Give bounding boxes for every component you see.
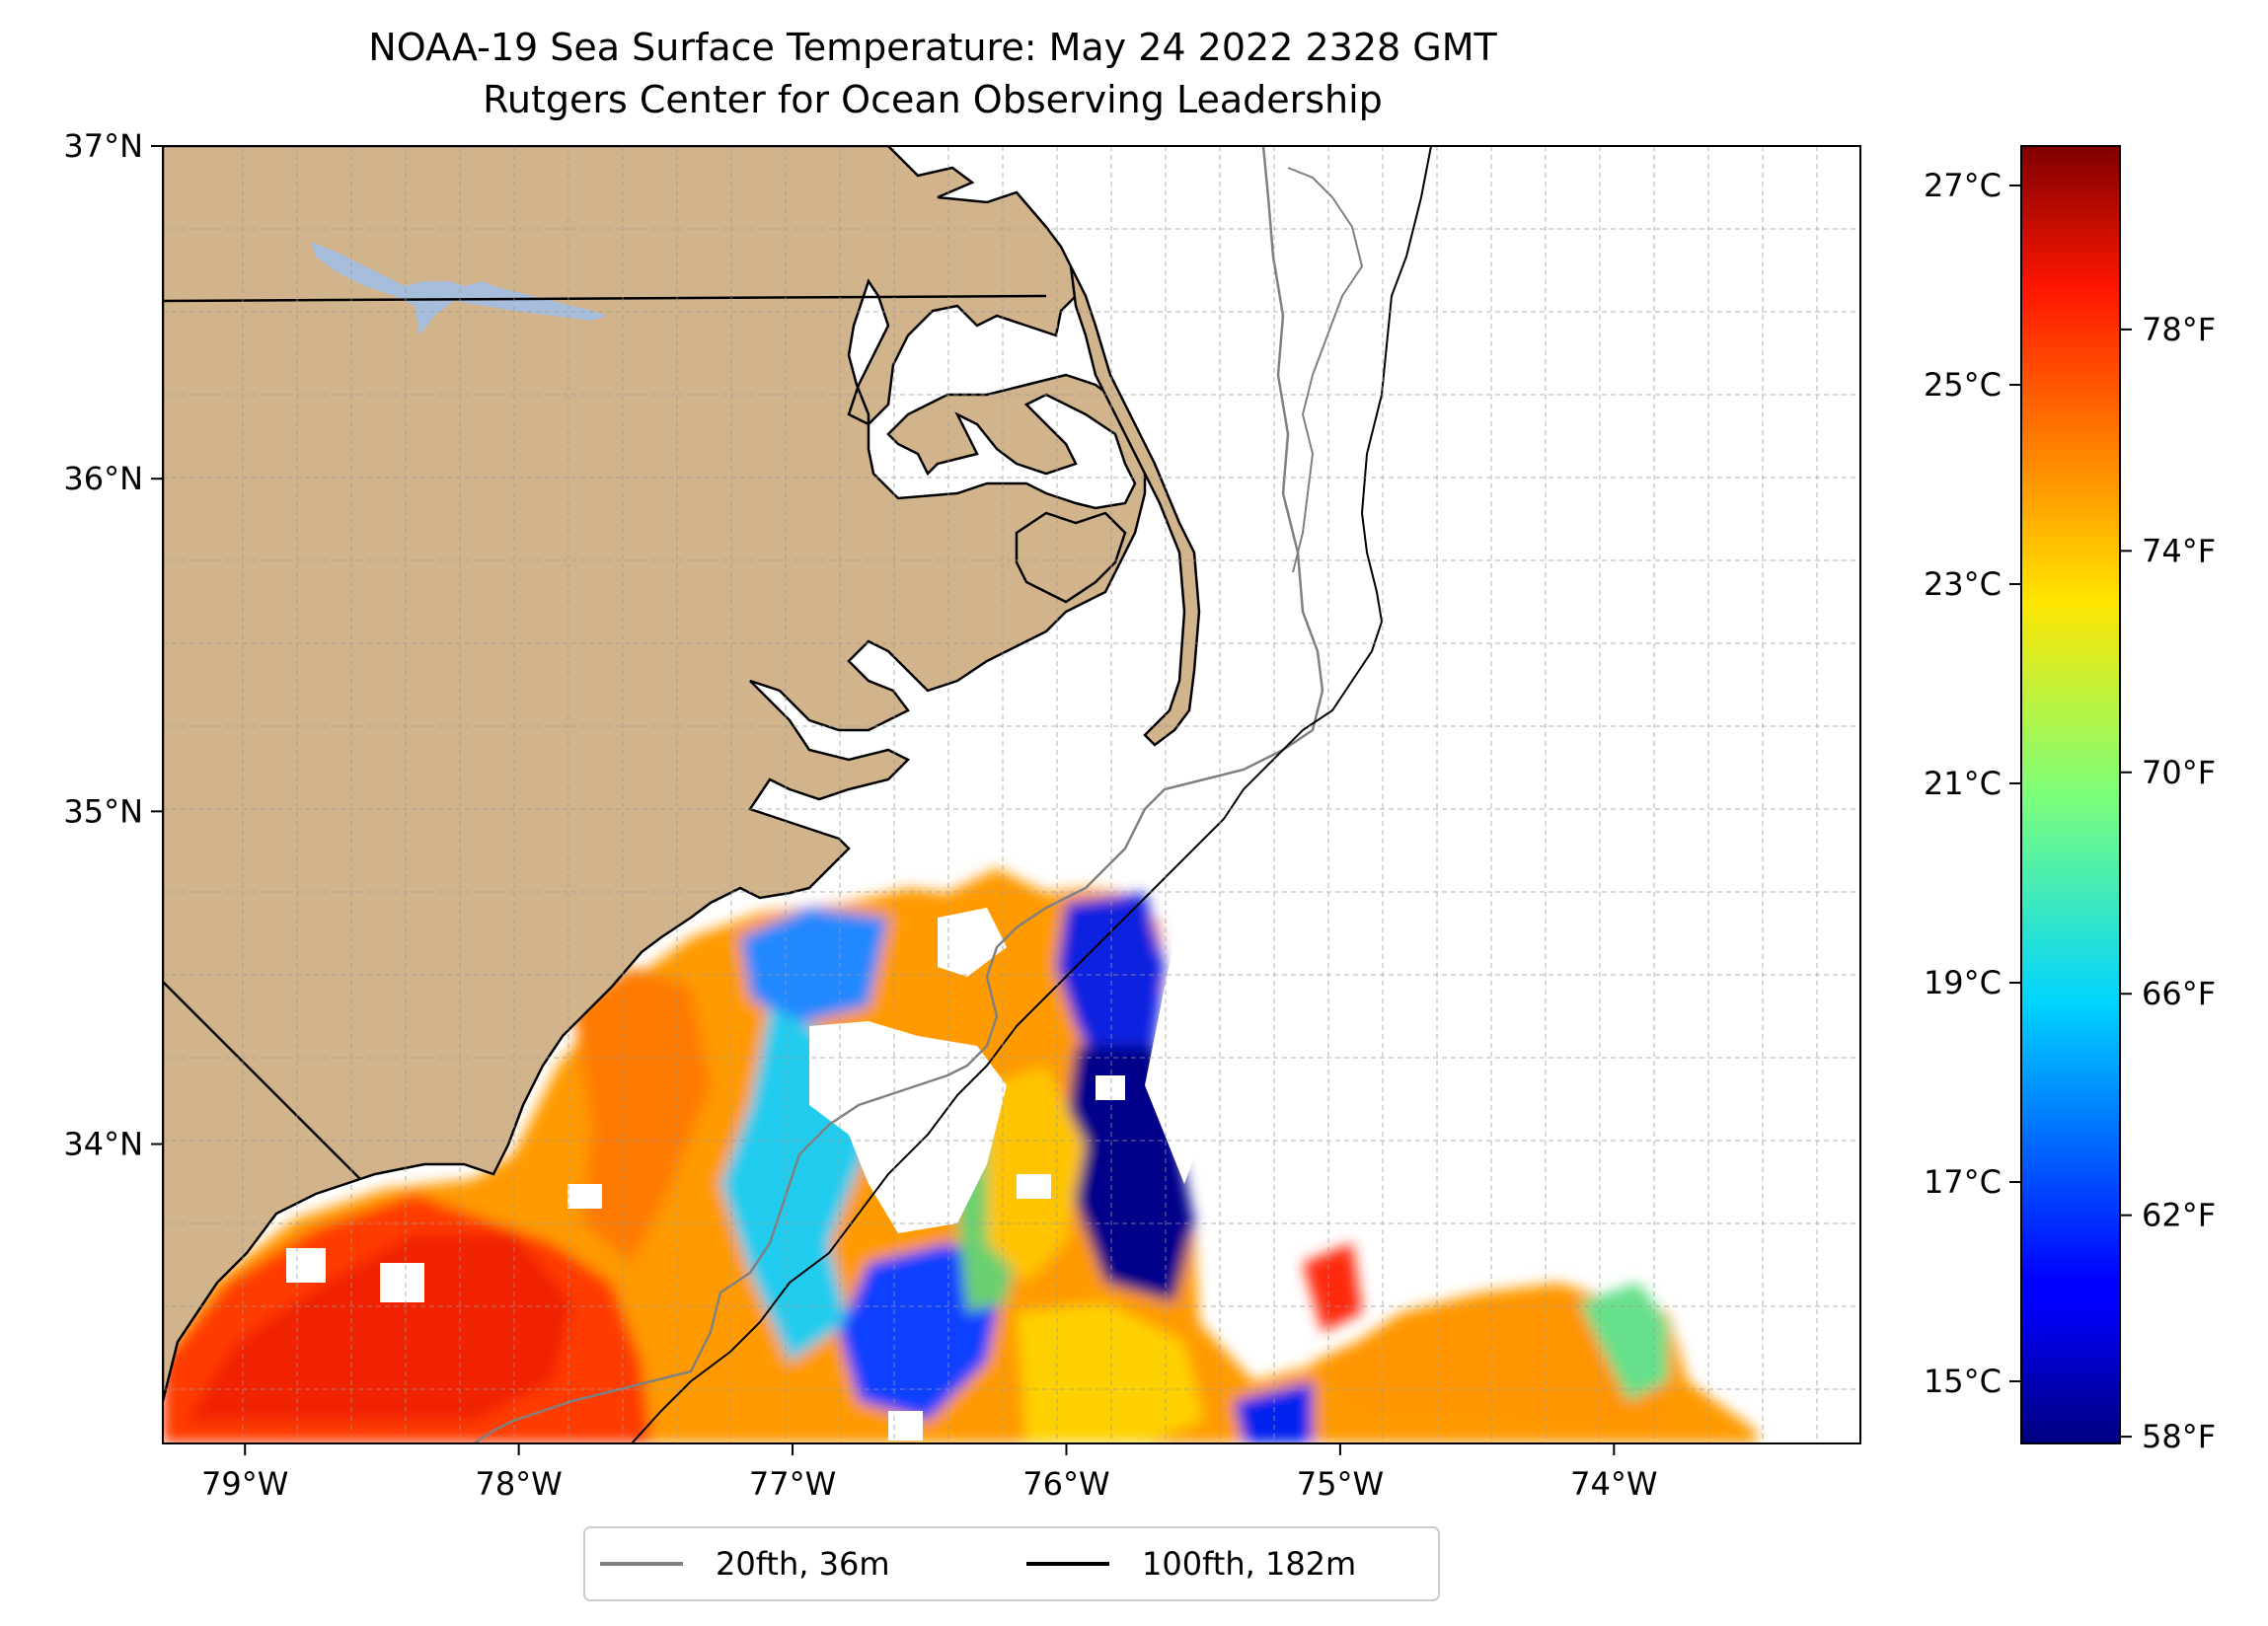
f-tick-label: 70°F — [2142, 754, 2216, 791]
isobath-20fth-shoals — [1287, 167, 1364, 573]
f-tick-label: 74°F — [2142, 532, 2216, 569]
c-tick-label: 25°C — [1924, 366, 2002, 404]
legend: 20fth, 36m 100fth, 182m — [583, 1526, 1440, 1601]
colorbar-fahrenheit-axis: 78°F 74°F 70°F 66°F 62°F 58°F — [2120, 311, 2216, 1455]
c-tick-label: 21°C — [1924, 765, 2002, 802]
x-tick-label: 76°W — [1022, 1465, 1109, 1503]
isobath-20fth — [473, 146, 1324, 1443]
x-tick-label: 78°W — [475, 1465, 562, 1503]
x-tick-label: 77°W — [749, 1465, 836, 1503]
colorbar: 27°C 25°C 23°C 21°C 19°C 17°C 15°C 78°F 74°F 70°… — [1924, 145, 2216, 1455]
y-tick-label: 37°N — [63, 127, 143, 165]
c-tick-label: 27°C — [1924, 167, 2002, 204]
c-tick-label: 15°C — [1924, 1363, 2002, 1400]
y-tick-label: 35°N — [63, 792, 143, 830]
state-border-va-nc — [163, 294, 1047, 303]
x-tick-label: 75°W — [1297, 1465, 1384, 1503]
y-tick-label: 36°N — [63, 460, 143, 497]
legend-label-100fth: 100fth, 182m — [1142, 1545, 1356, 1583]
c-tick-label: 17°C — [1924, 1163, 2002, 1201]
map-area: 79°W 78°W 77°W 76°W 75°W 74°W 37°N 36°N 35°N 34°… — [63, 127, 1861, 1503]
c-tick-label: 19°C — [1924, 964, 2002, 1001]
title-line2: Rutgers Center for Ocean Observing Leade… — [483, 78, 1383, 121]
x-axis: 79°W 78°W 77°W 76°W 75°W 74°W — [201, 1443, 1658, 1503]
x-tick-label: 74°W — [1570, 1465, 1657, 1503]
f-tick-label: 58°F — [2142, 1418, 2216, 1455]
map-frame — [162, 145, 1861, 1444]
x-tick-label: 79°W — [201, 1465, 288, 1503]
title-line1: NOAA-19 Sea Surface Temperature: May 24 … — [368, 26, 1497, 69]
lake — [311, 242, 607, 335]
c-tick-label: 23°C — [1924, 565, 2002, 603]
y-axis: 37°N 36°N 35°N 34°N — [63, 127, 163, 1163]
gridlines — [163, 146, 1860, 1443]
isobath-100fth — [631, 146, 1432, 1443]
legend-label-20fth: 20fth, 36m — [716, 1545, 889, 1583]
y-tick-label: 34°N — [63, 1126, 143, 1163]
colorbar-gradient — [2020, 145, 2121, 1444]
colorbar-celsius-axis: 27°C 25°C 23°C 21°C 19°C 17°C 15°C — [1924, 167, 2021, 1400]
state-border-nc-sc — [163, 981, 361, 1180]
f-tick-label: 66°F — [2142, 975, 2216, 1012]
legend-box — [583, 1526, 1440, 1601]
f-tick-label: 78°F — [2142, 311, 2216, 348]
f-tick-label: 62°F — [2142, 1197, 2216, 1234]
cloud-mask — [286, 858, 1283, 1441]
land — [163, 146, 1201, 1402]
